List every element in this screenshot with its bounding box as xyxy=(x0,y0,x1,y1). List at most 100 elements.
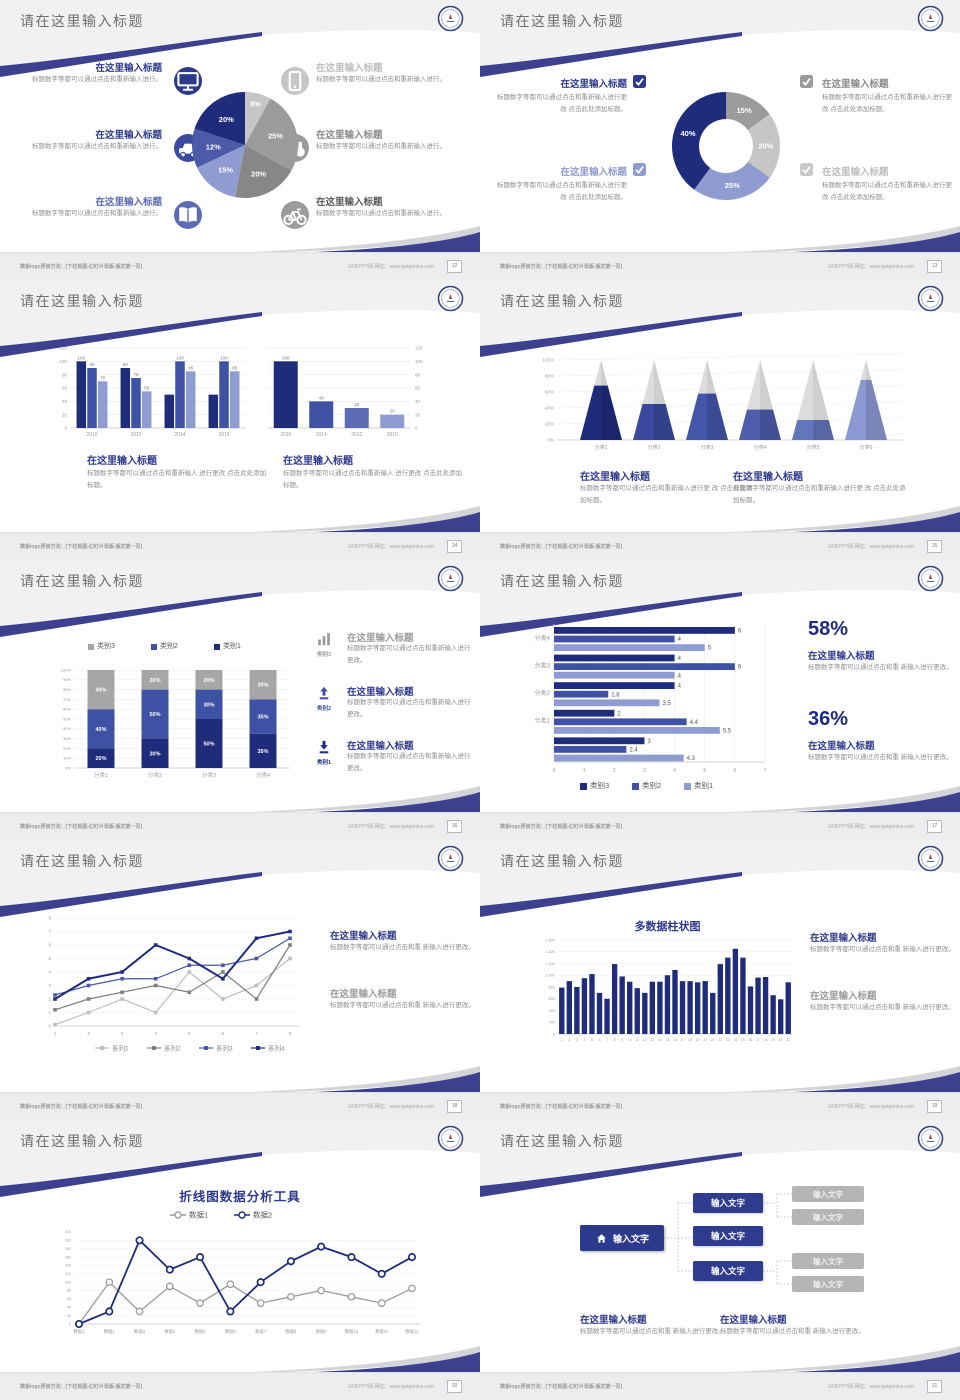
legend-swatch xyxy=(580,783,587,790)
footer-note: 模板logo更换方法：[下拉视图-幻灯片母版-版式第一页] xyxy=(20,824,143,830)
slide-preview-21[interactable]: 请在这里输入标题 输入文字 输入文字 输入文字 输入文字 输入文字 输入文字 输入文字 输入文… xyxy=(480,1120,960,1400)
stat-body: 标题数字等都可以通过点击和重 新输入进行更改。 xyxy=(808,664,953,671)
svg-text:27: 27 xyxy=(756,1038,760,1042)
slide-preview-17[interactable]: 请在这里输入标题 0 1 2 3 4 5 6 7 6 4 5 分类4 4 6 4 分类3 4 1.8 3.5 分类2 2… xyxy=(480,560,960,840)
tree-mid-node[interactable]: 输入文字 xyxy=(693,1226,763,1246)
slide-preview-15[interactable]: 请在这里输入标题 0% 20% 40% 60% 80% 100% 分类1 分类2 分类3 分类4 分… xyxy=(480,280,960,560)
svg-text:18: 18 xyxy=(688,1038,692,1042)
svg-text:40%: 40% xyxy=(63,726,71,731)
slide-footer: 模板logo更换方法：[下拉视图-幻灯片母版-版式第一页] 10年PPT网 网址… xyxy=(480,532,960,560)
svg-text:30%: 30% xyxy=(257,683,268,689)
tree-leaf-node[interactable]: 输入文字 xyxy=(792,1209,864,1225)
svg-text:20: 20 xyxy=(390,409,396,414)
svg-text:7: 7 xyxy=(764,768,767,774)
slide-preview-14[interactable]: 请在这里输入标题 0 20 40 60 80 100 120 100 90 70 2010 90 75 5… xyxy=(0,280,480,560)
block-body: 标题数字等都可以通过点击和重 新输入进行更改。 xyxy=(720,1328,865,1335)
tree-leaf-node[interactable]: 输入文字 xyxy=(792,1276,864,1292)
svg-text:12: 12 xyxy=(643,1038,647,1042)
svg-text:55: 55 xyxy=(144,385,150,390)
stacked-bar-chart: 0% 10% 20% 30% 40% 50% 60% 70% 80% 90% 100% 20% 40% 4… xyxy=(61,667,290,779)
page-number: 20 xyxy=(447,1380,462,1393)
svg-text:3: 3 xyxy=(48,983,51,988)
footer-site: 10年PPT网 网址：www.pptgenius.com xyxy=(827,264,914,270)
svg-text:数据4: 数据4 xyxy=(164,1328,176,1335)
svg-text:30%: 30% xyxy=(149,751,160,757)
item-body: 标题数字等都可以通过点击和重新输入进行更改 点击此处添加标题。 xyxy=(497,94,627,113)
slide-preview-18[interactable]: 请在这里输入标题 0 1 2 3 4 5 6 7 8 1 2 3 4 5 6 7 8 系列1 系列2 系列3 系列4 在这… xyxy=(0,840,480,1120)
svg-text:6: 6 xyxy=(599,1038,601,1042)
svg-text:分类3: 分类3 xyxy=(535,661,551,669)
phone-icon xyxy=(288,70,302,92)
svg-text:5: 5 xyxy=(48,956,51,961)
svg-text:4: 4 xyxy=(48,970,51,975)
svg-text:1,000: 1,000 xyxy=(545,974,555,978)
legend-label: 类别1 xyxy=(223,643,241,650)
svg-text:2010: 2010 xyxy=(86,432,97,438)
checkbox-icon[interactable] xyxy=(800,75,813,88)
school-logo-icon xyxy=(917,1125,944,1152)
svg-text:100%: 100% xyxy=(542,358,554,363)
svg-text:40: 40 xyxy=(319,395,325,400)
svg-text:数据7: 数据7 xyxy=(255,1328,267,1335)
svg-text:5.5: 5.5 xyxy=(723,729,732,735)
svg-text:分类3: 分类3 xyxy=(701,444,714,451)
tree-mid-node[interactable]: 输入文字 xyxy=(693,1261,763,1281)
svg-text:80%: 80% xyxy=(545,374,554,379)
footer-note: 模板logo更换方法：[下拉视图-幻灯片母版-版式第一页] xyxy=(500,1384,623,1390)
school-logo-icon xyxy=(437,285,464,312)
svg-text:50%: 50% xyxy=(203,742,214,748)
legend-label: 类别3 xyxy=(97,643,115,650)
school-logo-icon xyxy=(917,1125,944,1152)
svg-text:2014: 2014 xyxy=(316,432,327,438)
slide-preview-20[interactable]: 请在这里输入标题 折线图数据分析工具 数据1 数据2 0 20 40 60 80 100 120 1… xyxy=(0,1120,480,1400)
home-icon xyxy=(597,1233,606,1243)
checkbox-icon[interactable] xyxy=(633,75,646,88)
svg-text:100: 100 xyxy=(78,355,86,360)
icon-label: 类别1 xyxy=(316,760,332,766)
svg-text:数据5: 数据5 xyxy=(195,1328,207,1335)
svg-text:系列2: 系列2 xyxy=(164,1044,181,1053)
tree-mid-node[interactable]: 输入文字 xyxy=(693,1193,763,1213)
slide-footer: 模板logo更换方法：[下拉视图-幻灯片母版-版式第一页] 10年PPT网 网址… xyxy=(480,1092,960,1120)
svg-text:5: 5 xyxy=(591,1038,593,1042)
item-title: 在这里输入标题 xyxy=(316,130,383,141)
svg-text:2010: 2010 xyxy=(387,432,398,438)
slide-preview-19[interactable]: 请在这里输入标题 多数据柱状图 0 200 400 600 800 1,000 1,200 1,… xyxy=(480,840,960,1120)
school-logo-icon xyxy=(917,845,944,872)
svg-text:220: 220 xyxy=(65,1230,71,1234)
school-logo-icon xyxy=(437,565,464,592)
svg-text:35%: 35% xyxy=(257,715,268,721)
slide-title: 请在这里输入标题 xyxy=(500,13,624,29)
svg-text:60%: 60% xyxy=(545,390,554,395)
svg-text:1,400: 1,400 xyxy=(545,950,555,954)
svg-text:4: 4 xyxy=(583,1038,585,1042)
slide-canvas: 输入文字 输入文字 输入文字 输入文字 输入文字 输入文字 输入文字 输入文字 在这里输入标题标… xyxy=(480,1120,960,1400)
svg-text:分类2: 分类2 xyxy=(648,444,661,451)
svg-text:25%: 25% xyxy=(268,132,283,141)
slide-preview-16[interactable]: 请在这里输入标题 类别3 类别2 类别1 0% 10% 20% 30% 40% 50% 60% 70… xyxy=(0,560,480,840)
slide-preview-13[interactable]: 请在这里输入标题 在这里输入标题 标题数字等都可以通过点击和重新输入进行更改 点击… xyxy=(480,0,960,280)
item-title: 在这里输入标题 xyxy=(347,741,414,752)
svg-text:30%: 30% xyxy=(63,736,71,741)
svg-text:0: 0 xyxy=(553,1032,555,1036)
svg-text:数据12: 数据12 xyxy=(405,1328,419,1335)
svg-text:20: 20 xyxy=(62,412,68,417)
school-logo-icon xyxy=(437,1125,464,1152)
svg-text:17: 17 xyxy=(681,1038,685,1042)
svg-text:2.4: 2.4 xyxy=(629,748,638,754)
tree-leaf-node[interactable]: 输入文字 xyxy=(792,1253,864,1269)
checkbox-icon[interactable] xyxy=(800,163,813,176)
svg-text:分类1: 分类1 xyxy=(535,717,551,725)
svg-text:0%: 0% xyxy=(65,765,71,770)
svg-text:分类4: 分类4 xyxy=(256,771,270,779)
tree-leaf-node[interactable]: 输入文字 xyxy=(792,1186,864,1202)
svg-text:8%: 8% xyxy=(250,99,261,108)
page-number: 17 xyxy=(927,820,942,833)
slide-preview-12[interactable]: 请在这里输入标题 在这里输入标题 标题数字等都可以通过点击和重新输入进行。 在这里输… xyxy=(0,0,480,280)
tree-root-node[interactable]: 输入文字 xyxy=(580,1225,664,1251)
svg-text:200: 200 xyxy=(549,1021,555,1025)
checkbox-icon[interactable] xyxy=(633,163,646,176)
legend-swatch xyxy=(214,644,220,650)
page-number: 13 xyxy=(927,260,942,273)
svg-text:29: 29 xyxy=(771,1038,775,1042)
